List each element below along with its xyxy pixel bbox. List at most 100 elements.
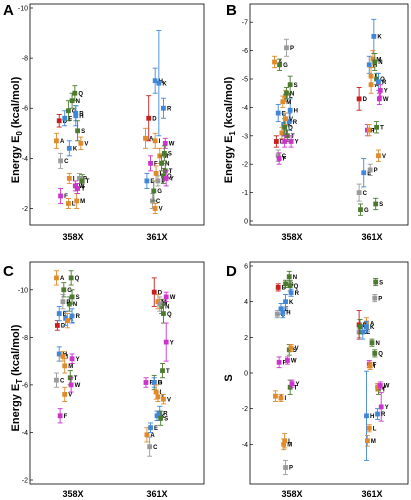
data-point: D: [56, 114, 68, 128]
point-marker: [284, 90, 289, 96]
point-marker: [279, 130, 285, 136]
data-point: Q: [68, 270, 80, 286]
point-label: V: [159, 207, 163, 213]
point-label: K: [370, 325, 375, 331]
point-marker: [286, 119, 292, 124]
point-marker: [288, 139, 294, 144]
point-marker: [367, 363, 373, 369]
data-point: P: [283, 459, 293, 476]
panel-b-xlabel-361x: 361X: [361, 232, 382, 242]
point-marker: [161, 173, 166, 179]
point-marker: [65, 318, 70, 324]
panel-a-xlabel-358x: 358X: [62, 232, 83, 242]
point-marker: [287, 107, 293, 113]
panel-letter-a: A: [3, 2, 14, 19]
point-marker: [374, 76, 379, 82]
point-label: T: [291, 134, 295, 140]
panel-d-xlabel-358x: 358X: [281, 489, 302, 499]
point-label: D: [282, 286, 287, 292]
data-point: M: [280, 95, 291, 108]
point-marker: [54, 323, 60, 328]
point-marker: [143, 135, 148, 141]
point-label: L: [288, 439, 292, 445]
panel-a-xlabel-361x: 361X: [146, 232, 167, 242]
point-label: H: [294, 108, 298, 114]
point-marker: [365, 438, 370, 444]
panel-d-ylabel: S: [223, 374, 235, 381]
point-marker: [159, 160, 164, 166]
point-label: N: [376, 341, 380, 347]
data-point: R: [69, 308, 81, 324]
point-label: E: [68, 116, 72, 122]
point-marker: [152, 138, 158, 144]
point-label: W: [291, 359, 297, 365]
point-label: C: [363, 191, 368, 197]
data-point: P: [60, 294, 70, 310]
panel-b-ylabel-sub: 1: [228, 131, 237, 136]
point-marker: [148, 160, 153, 166]
panel-c-ytick-label: -10: [18, 287, 28, 294]
point-label: W: [384, 384, 390, 390]
data-point: F: [143, 377, 153, 388]
data-point: L: [65, 197, 76, 209]
point-label: G: [364, 208, 369, 214]
data-point: I: [367, 361, 376, 370]
point-label: Q: [288, 125, 293, 131]
data-point: S: [69, 289, 80, 305]
panel-d-xlabel-361x: 361X: [361, 489, 382, 499]
point-label: K: [287, 123, 292, 129]
point-label: A: [375, 83, 380, 89]
data-point: D: [146, 95, 157, 142]
point-label: Y: [296, 382, 300, 388]
point-marker: [156, 80, 162, 86]
point-marker: [62, 392, 68, 397]
point-label: V: [289, 117, 293, 123]
point-label: A: [60, 276, 65, 282]
point-marker: [276, 359, 282, 365]
point-marker: [161, 311, 166, 316]
point-marker: [162, 140, 168, 146]
data-point: I: [366, 123, 375, 137]
point-marker: [358, 207, 363, 213]
point-marker: [375, 384, 380, 390]
point-marker: [366, 127, 372, 133]
panel-c-ylabel-unit: (kcal/mol): [10, 324, 22, 376]
point-marker: [68, 275, 74, 281]
data-point: W: [284, 356, 297, 365]
point-marker: [151, 380, 157, 385]
point-label: Y: [170, 340, 174, 346]
data-point: D: [356, 87, 368, 111]
panel-d-ylabel-main: S: [223, 374, 235, 381]
point-marker: [357, 324, 363, 330]
point-marker: [66, 108, 71, 114]
point-label: T: [74, 376, 78, 382]
point-marker: [151, 289, 157, 295]
point-marker: [147, 444, 153, 450]
point-label: E: [150, 179, 154, 185]
point-label: H: [370, 414, 374, 420]
data-point: Y: [75, 182, 85, 194]
point-label: P: [374, 168, 378, 174]
point-label: T: [166, 369, 170, 375]
point-label: W: [169, 142, 175, 148]
data-point: Y: [378, 392, 389, 422]
point-label: P: [289, 466, 293, 472]
data-point: M: [281, 438, 292, 451]
point-marker: [152, 78, 158, 84]
data-point: W: [68, 377, 81, 393]
data-point: Y: [163, 170, 174, 187]
point-label: K: [377, 35, 382, 41]
data-point: P: [367, 163, 378, 177]
point-label: A: [370, 321, 375, 327]
point-marker: [72, 183, 78, 189]
point-label: H: [286, 311, 290, 317]
point-label: Q: [78, 91, 83, 97]
point-marker: [163, 176, 169, 181]
point-label: N: [76, 99, 80, 105]
panel-c-yticks: -10 -8 -6 -4 -2: [18, 287, 33, 485]
panel-c-ytick-label: -4: [22, 430, 28, 437]
data-point: W: [162, 137, 175, 149]
data-point: E: [148, 422, 158, 433]
data-point: F: [148, 155, 158, 172]
point-label: Y: [170, 177, 174, 183]
